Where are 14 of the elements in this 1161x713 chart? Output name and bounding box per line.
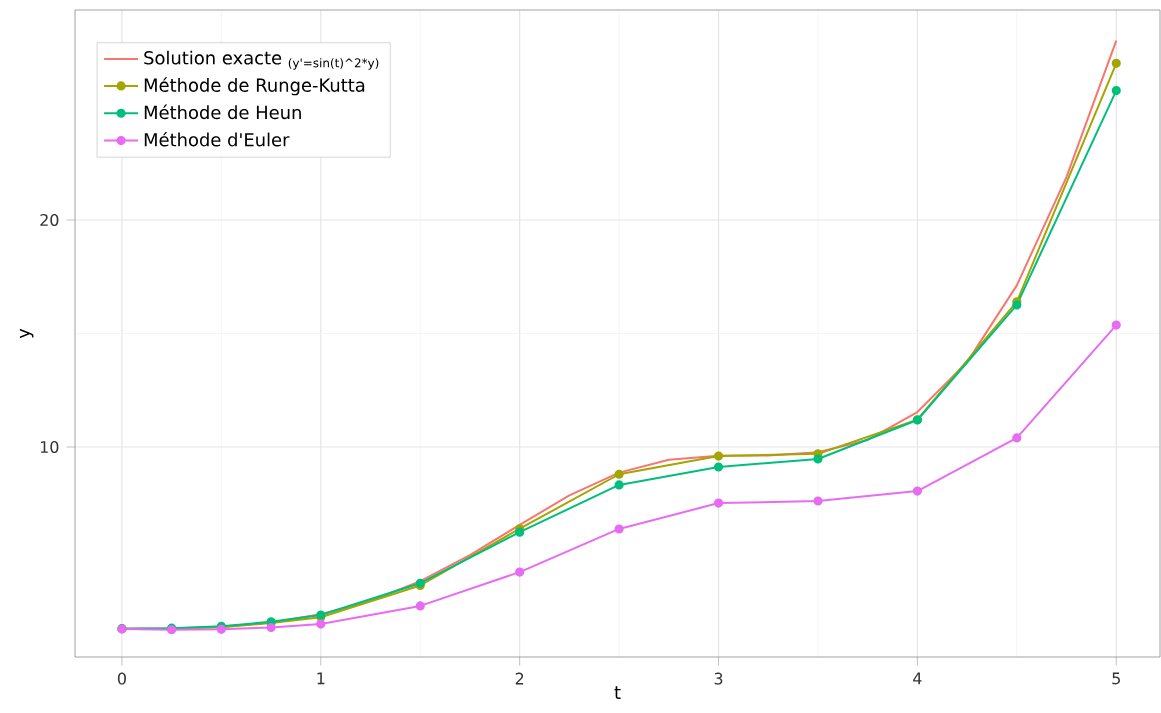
x-tick-label: 2 [515, 672, 524, 685]
x-axis-title: t [614, 686, 621, 699]
legend-label: Méthode de Heun [144, 104, 301, 120]
y-tick-label: 20 [40, 213, 59, 227]
x-tick-label: 1 [317, 672, 325, 685]
x-tick-label: 5 [1112, 672, 1120, 685]
legend-label: Solution exacte $_{(y'=sin(t)^2*y)}$ [144, 50, 379, 70]
y-axis-title: y [19, 328, 34, 339]
legend-label: Méthode d'Euler [144, 131, 290, 147]
x-tick-label: 3 [714, 672, 723, 685]
legend-label: Méthode de Runge-Kutta [144, 77, 365, 96]
y-tick-label: 10 [40, 440, 59, 454]
x-tick-label: 4 [913, 672, 922, 685]
x-tick-label: 0 [117, 672, 126, 685]
